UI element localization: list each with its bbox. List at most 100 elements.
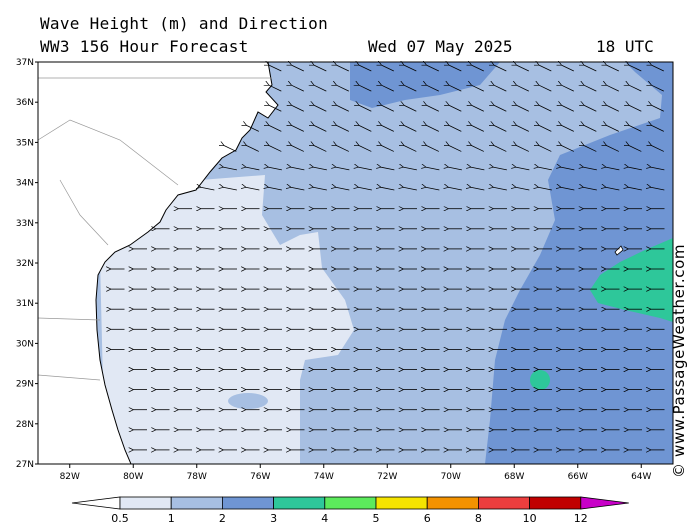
colorbar-segment (170, 496, 223, 510)
wave-arrow (426, 167, 440, 171)
wave-arrow (539, 145, 552, 152)
colorbar-label: 0.5 (111, 512, 129, 525)
wave-arrow (629, 125, 642, 132)
wave-arrow (381, 167, 395, 171)
colorbar-segment (477, 496, 530, 510)
lon-label: 70W (441, 472, 461, 482)
wave-arrow (516, 65, 529, 72)
wave-arrow (539, 125, 552, 132)
lat-label: 34N (16, 179, 34, 189)
lon-label: 64W (631, 472, 651, 482)
ocean-patch (228, 393, 268, 409)
wave-arrow (449, 125, 462, 132)
lon-label: 66W (568, 472, 588, 482)
wave-arrow (314, 65, 327, 72)
lat-label: 35N (16, 138, 34, 148)
wave-arrow (313, 187, 327, 191)
wave-arrow (359, 105, 372, 112)
chart-title: Wave Height (m) and Direction (40, 14, 329, 33)
lat-label: 31N (16, 299, 34, 309)
lat-label: 29N (16, 380, 34, 390)
colorbar-high-arrow (580, 496, 629, 510)
wave-arrow (336, 85, 349, 92)
wave-arrow (291, 187, 305, 191)
colorbar-segment (529, 496, 582, 510)
wave-arrow (493, 187, 507, 191)
wave-arrow (494, 65, 507, 72)
ocean-3-4m-spot (530, 370, 550, 390)
wave-arrow (358, 187, 372, 191)
wave-arrow (336, 167, 350, 171)
wave-arrow (291, 145, 304, 152)
wave-arrow (494, 105, 507, 112)
wave-arrow (448, 167, 462, 171)
wave-arrow (404, 65, 417, 72)
wave-arrow (403, 167, 417, 171)
wave-arrow (269, 145, 282, 152)
wave-arrow (583, 167, 597, 171)
credit-text: © www.PassageWeather.com (670, 243, 688, 478)
wave-arrow (246, 125, 259, 132)
wave-arrow (381, 85, 394, 92)
lat-label: 27N (16, 460, 34, 470)
wave-arrow (336, 105, 349, 112)
wave-arrow (651, 85, 664, 92)
wave-arrow (268, 187, 282, 191)
wave-arrow (606, 65, 619, 72)
lon-label: 76W (250, 472, 270, 482)
wave-arrow (358, 167, 372, 171)
wave-arrow (561, 125, 574, 132)
lat-label: 32N (16, 259, 34, 269)
wave-arrow (471, 167, 485, 171)
wave-arrow (224, 145, 237, 152)
wave-arrow (516, 187, 530, 191)
wave-arrow (404, 85, 417, 92)
wave-arrow (269, 105, 282, 112)
ocean-3-4m (590, 238, 673, 322)
wave-arrow (651, 187, 665, 191)
wave-arrow (223, 167, 237, 171)
wave-arrow (538, 167, 552, 171)
wave-arrow (494, 125, 507, 132)
wave-arrow (359, 125, 372, 132)
colorbar-segment (375, 496, 428, 510)
colorbar-segment (273, 496, 326, 510)
wave-arrow (606, 105, 619, 112)
wave-arrow (291, 85, 304, 92)
wave-arrow (291, 167, 305, 171)
wave-arrow (449, 145, 462, 152)
lat-label: 30N (16, 339, 34, 349)
map-axes: 37N 36N 35N 34N 33N 32N 31N 30N 29N 28N 27N 82W 80W 7… (16, 58, 652, 482)
forecast-time: 18 UTC (596, 37, 654, 56)
wave-arrow (426, 85, 439, 92)
wave-arrow (359, 85, 372, 92)
wave-arrow (201, 187, 215, 191)
wave-arrow (629, 65, 642, 72)
colorbar-low-arrow (71, 496, 121, 510)
wave-arrow (336, 187, 350, 191)
colorbar-label: 2 (219, 512, 226, 525)
wave-arrow (223, 187, 237, 191)
wave-arrow (561, 167, 575, 171)
wave-arrow (606, 85, 619, 92)
wave-arrow (561, 105, 574, 112)
colorbar-label: 10 (523, 512, 537, 525)
forecast-date: Wed 07 May 2025 (368, 37, 513, 56)
wave-arrow (381, 187, 395, 191)
wave-arrow (629, 105, 642, 112)
wave-arrow (561, 85, 574, 92)
wave-arrow (314, 85, 327, 92)
wave-arrow (516, 167, 530, 171)
colorbar-label: 5 (373, 512, 380, 525)
wave-arrow (246, 167, 260, 171)
wave-arrow (426, 65, 439, 72)
ocean-2-3m (485, 62, 673, 464)
colorbar-label: 12 (574, 512, 588, 525)
wave-arrow (471, 85, 484, 92)
wave-arrow (471, 65, 484, 72)
wave-arrow (583, 187, 597, 191)
wave-arrow (336, 65, 349, 72)
wave-arrow (606, 167, 620, 171)
land-us-coast (38, 62, 279, 464)
wave-arrow (403, 187, 417, 191)
